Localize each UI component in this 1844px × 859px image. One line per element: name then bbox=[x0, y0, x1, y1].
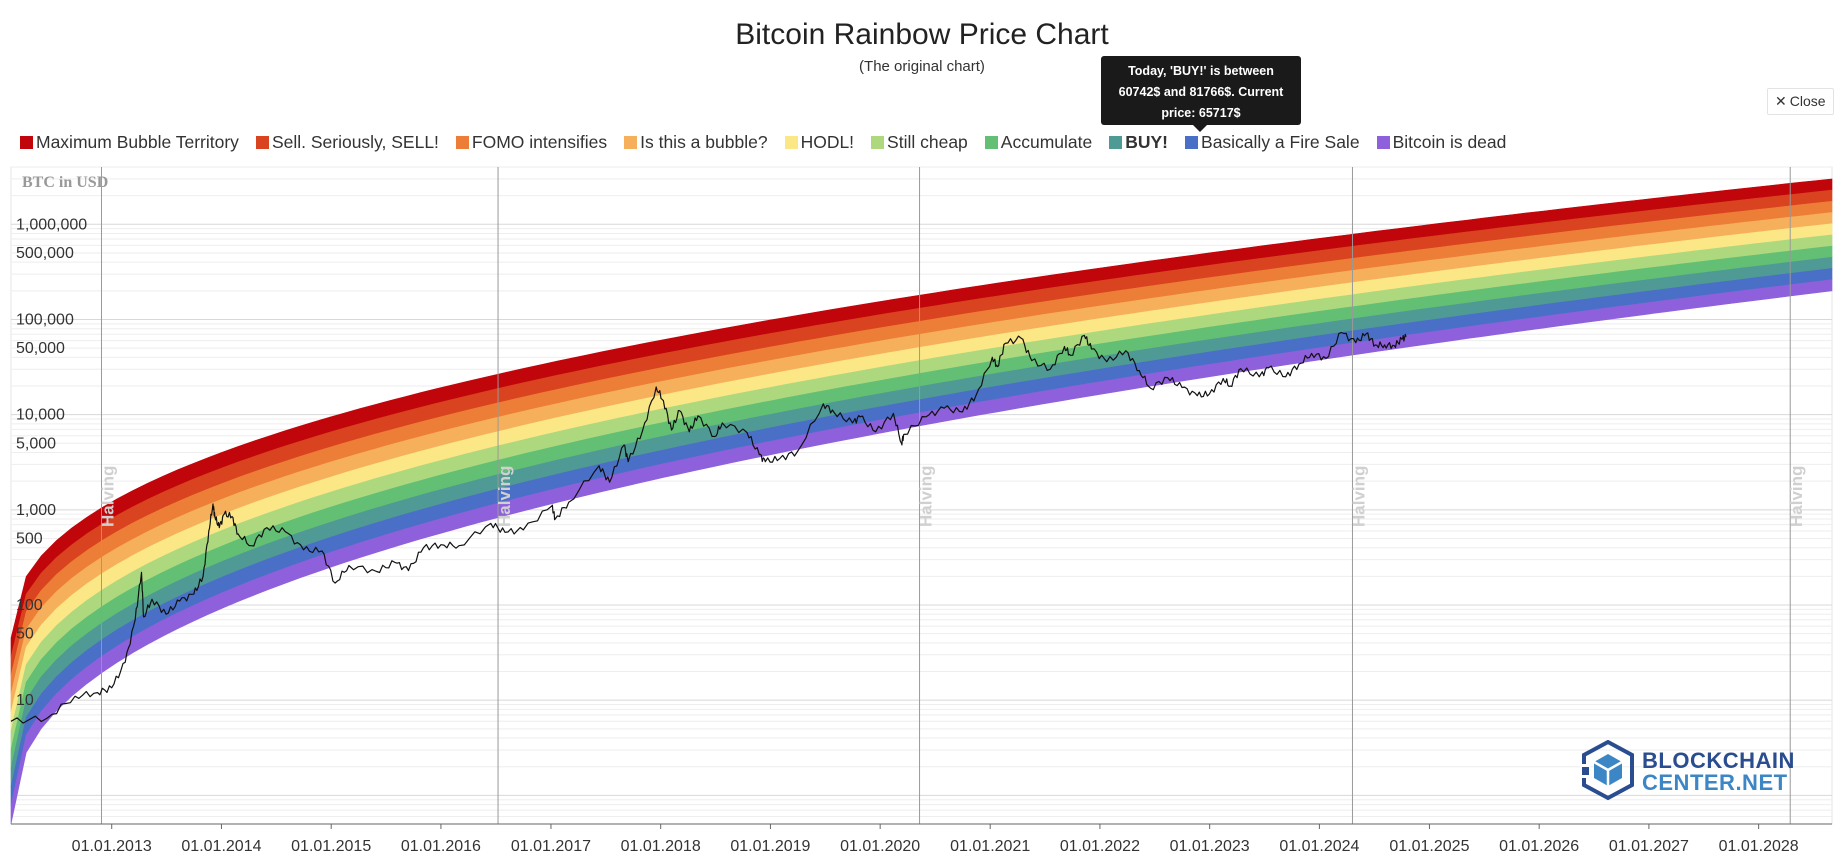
x-tick-label: 01.01.2022 bbox=[1060, 838, 1140, 855]
legend-label: Still cheap bbox=[887, 131, 968, 152]
x-tick-label: 01.01.2026 bbox=[1499, 838, 1579, 855]
x-tick-label: 01.01.2024 bbox=[1279, 838, 1359, 855]
chart-subtitle: (The original chart) bbox=[859, 58, 985, 75]
rainbow-bands bbox=[10, 178, 1833, 825]
legend-swatch bbox=[784, 135, 798, 149]
legend-swatch bbox=[455, 135, 469, 149]
legend-item-sell-seriously-sell[interactable]: Sell. Seriously, SELL! bbox=[255, 131, 439, 153]
legend-label: Sell. Seriously, SELL! bbox=[271, 131, 439, 152]
y-tick-label: 50 bbox=[16, 626, 34, 643]
legend-label: Accumulate bbox=[1000, 131, 1093, 152]
legend-item-accumulate[interactable]: Accumulate bbox=[984, 131, 1093, 153]
legend-swatch bbox=[871, 135, 885, 149]
tooltip-line-1: Today, 'BUY!' is between bbox=[1128, 64, 1274, 78]
x-tick-label: 01.01.2027 bbox=[1609, 838, 1689, 855]
legend-swatch bbox=[1376, 135, 1390, 149]
y-tick-label: 1,000 bbox=[16, 502, 56, 519]
y-axis-label: BTC in USD bbox=[22, 174, 108, 191]
legend: Maximum Bubble Territory Sell. Seriously,… bbox=[20, 131, 1523, 153]
legend-item-bitcoin-is-dead[interactable]: Bitcoin is dead bbox=[1376, 131, 1507, 153]
y-tick-label: 50,000 bbox=[16, 340, 65, 357]
legend-swatch bbox=[1185, 135, 1199, 149]
x-tick-label: 01.01.2023 bbox=[1170, 838, 1250, 855]
tooltip-line-2: 60742$ and 81766$. Current bbox=[1118, 85, 1284, 99]
x-tick-label: 01.01.2013 bbox=[72, 838, 152, 855]
legend-item-is-this-a-bubble[interactable]: Is this a bubble? bbox=[624, 131, 768, 153]
band-bitcoin-is-dead bbox=[10, 279, 1833, 825]
legend-label: HODL! bbox=[800, 131, 855, 152]
x-tick-label: 01.01.2019 bbox=[730, 838, 810, 855]
halving-label: Halving bbox=[917, 466, 936, 527]
halving-label: Halving bbox=[1349, 466, 1368, 527]
legend-item-maximum-bubble-territory[interactable]: Maximum Bubble Territory bbox=[20, 132, 239, 153]
y-tick-label: 100,000 bbox=[16, 311, 74, 328]
legend-item-hodl[interactable]: HODL! bbox=[784, 131, 855, 153]
legend-item-fomo-intensifies[interactable]: FOMO intensifies bbox=[455, 131, 608, 153]
legend-item-basically-a-fire-sale[interactable]: Basically a Fire Sale bbox=[1185, 132, 1360, 153]
x-tick-label: 01.01.2021 bbox=[950, 838, 1030, 855]
x-tick-label: 01.01.2014 bbox=[181, 838, 261, 855]
legend-swatch bbox=[624, 135, 638, 149]
legend-item-still-cheap[interactable]: Still cheap bbox=[871, 132, 968, 153]
x-tick-label: 01.01.2018 bbox=[621, 838, 701, 855]
x-tick-label: 01.01.2028 bbox=[1719, 838, 1799, 855]
price-line bbox=[10, 331, 1407, 724]
close-button-label: Close bbox=[1789, 93, 1826, 109]
legend-swatch bbox=[1109, 135, 1123, 149]
halving-label: Halving bbox=[495, 466, 514, 527]
legend-label: FOMO intensifies bbox=[471, 131, 608, 152]
price-tooltip: Today, 'BUY!' is between 60742$ and 8176… bbox=[1101, 56, 1301, 125]
blockchain-cube-icon bbox=[1580, 739, 1634, 801]
y-tick-label: 10,000 bbox=[16, 407, 65, 424]
legend-label: Is this a bubble? bbox=[640, 131, 768, 152]
legend-swatch bbox=[20, 135, 33, 149]
legend-swatch bbox=[255, 135, 269, 149]
close-icon: ✕ bbox=[1775, 93, 1787, 109]
close-button[interactable]: ✕ Close bbox=[1767, 88, 1834, 115]
price-series bbox=[10, 331, 1407, 724]
legend-label: Basically a Fire Sale bbox=[1201, 131, 1360, 152]
x-tick-label: 01.01.2015 bbox=[291, 838, 371, 855]
x-tick-label: 01.01.2020 bbox=[840, 838, 920, 855]
chart-title: Bitcoin Rainbow Price Chart bbox=[735, 18, 1109, 51]
y-tick-label: 5,000 bbox=[16, 435, 56, 452]
x-tick-label: 01.01.2016 bbox=[401, 838, 481, 855]
x-tick-label: 01.01.2025 bbox=[1389, 838, 1469, 855]
halving-label: Halving bbox=[98, 466, 117, 527]
y-tick-label: 500 bbox=[16, 530, 43, 547]
halving-label: Halving bbox=[1787, 466, 1806, 527]
y-tick-label: 1,000,000 bbox=[16, 216, 87, 233]
y-tick-label: 500,000 bbox=[16, 245, 74, 262]
tooltip-line-3: price: 65717$ bbox=[1161, 106, 1241, 120]
logo-line-1: BLOCKCHAIN bbox=[1642, 748, 1795, 773]
legend-label: Bitcoin is dead bbox=[1392, 131, 1507, 152]
x-tick-label: 01.01.2017 bbox=[511, 838, 591, 855]
tooltip-arrow bbox=[1193, 125, 1207, 132]
y-tick-label: 10 bbox=[16, 692, 34, 709]
legend-item-buy[interactable]: BUY! bbox=[1109, 132, 1168, 153]
blockchaincenter-logo: BLOCKCHAIN CENTER.NET bbox=[1580, 739, 1810, 802]
legend-label: Maximum Bubble Territory bbox=[36, 131, 239, 152]
axes: 1,000,000 500,000 100,000 50,000 10,000 5,000… bbox=[11, 216, 1832, 855]
legend-label: BUY! bbox=[1125, 131, 1169, 152]
logo-line-2: CENTER.NET bbox=[1642, 770, 1788, 795]
y-tick-label: 100 bbox=[16, 597, 43, 614]
halving-markers: Halving Halving Halving Halving Halving bbox=[98, 167, 1806, 824]
legend-swatch bbox=[984, 135, 998, 149]
